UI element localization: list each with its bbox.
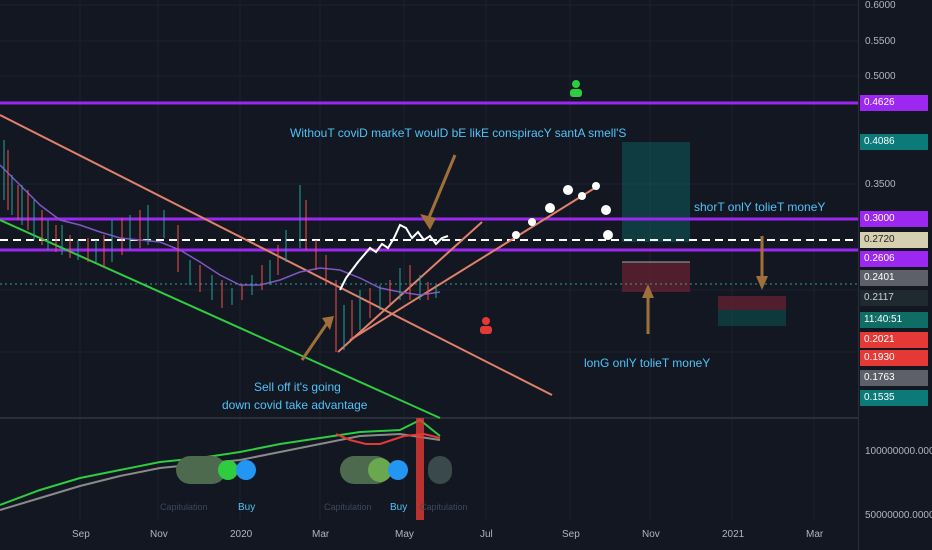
volume-tick: 50000000.0000	[865, 510, 932, 521]
capitulation-label-3: Capitulation	[420, 502, 468, 512]
price-tick: 0.6000	[865, 0, 896, 11]
candlesticks	[3, 140, 437, 352]
annotation-top: WithouT coviD markeT woulD bE likE consp…	[290, 126, 627, 140]
user-icon-green	[570, 80, 582, 97]
short-position-loss-zone	[622, 262, 690, 292]
trendline-up-2	[349, 185, 599, 341]
arrow-annotations	[300, 154, 768, 361]
annotation-short: shorT onlY tolieT moneY	[694, 200, 826, 214]
volume-tick: 100000000.0000	[865, 446, 932, 457]
moving-average	[0, 164, 441, 296]
time-label: 2021	[722, 529, 745, 540]
price-badge: 0.4626	[860, 95, 928, 111]
projection-dots	[512, 182, 613, 240]
time-label: Nov	[150, 529, 168, 540]
time-label: Mar	[312, 529, 330, 540]
price-badge: 0.2401	[860, 270, 928, 286]
price-badge: 0.3000	[860, 211, 928, 227]
volume-red-bar	[416, 418, 424, 520]
trendline-green	[0, 219, 441, 419]
price-badge: 0.2117	[860, 290, 928, 306]
grid	[0, 0, 858, 520]
buy-label-1: Buy	[238, 502, 256, 513]
capitulation-label-2: Capitulation	[324, 502, 372, 512]
hypothetical-path-white	[339, 223, 449, 291]
long-position-loss-zone	[718, 296, 786, 310]
capitulation-label-1: Capitulation	[160, 502, 208, 512]
user-icon-red	[480, 317, 492, 334]
price-badge: 0.2720	[860, 232, 928, 248]
price-badge: 0.1930	[860, 350, 928, 366]
price-badge: 0.2021	[860, 332, 928, 348]
time-label: Nov	[642, 529, 660, 540]
price-badge: 0.4086	[860, 134, 928, 150]
volume-green-line	[0, 418, 441, 506]
price-tick: 0.5000	[865, 71, 896, 82]
countdown-badge: 11:40:51	[860, 312, 928, 328]
time-label: Sep	[562, 529, 580, 540]
annotation-sell-2: down covid take advantage	[222, 398, 368, 412]
chart-canvas[interactable]	[0, 0, 858, 550]
price-badge: 0.2606	[860, 251, 928, 267]
time-label: May	[395, 529, 414, 540]
price-tick: 0.5500	[865, 36, 896, 47]
price-badge: 0.1535	[860, 390, 928, 406]
annotation-sell-1: Sell off it's going	[254, 380, 341, 394]
annotation-long: lonG onlY tolieT moneY	[584, 356, 711, 370]
price-axis[interactable]: 0.6000 0.5500 0.5000 0.3500 0.4626 0.408…	[858, 0, 932, 550]
price-tick: 0.3500	[865, 179, 896, 190]
time-label: Mar	[806, 529, 824, 540]
indicator-pills	[176, 456, 452, 484]
price-badge: 0.1763	[860, 370, 928, 386]
time-label: 2020	[230, 529, 253, 540]
time-label: Jul	[480, 529, 493, 540]
trendline-down-long	[0, 114, 553, 396]
short-position-profit-zone	[622, 142, 690, 242]
long-position-profit-zone	[718, 310, 786, 326]
buy-label-2: Buy	[390, 502, 408, 513]
time-label: Sep	[72, 529, 90, 540]
